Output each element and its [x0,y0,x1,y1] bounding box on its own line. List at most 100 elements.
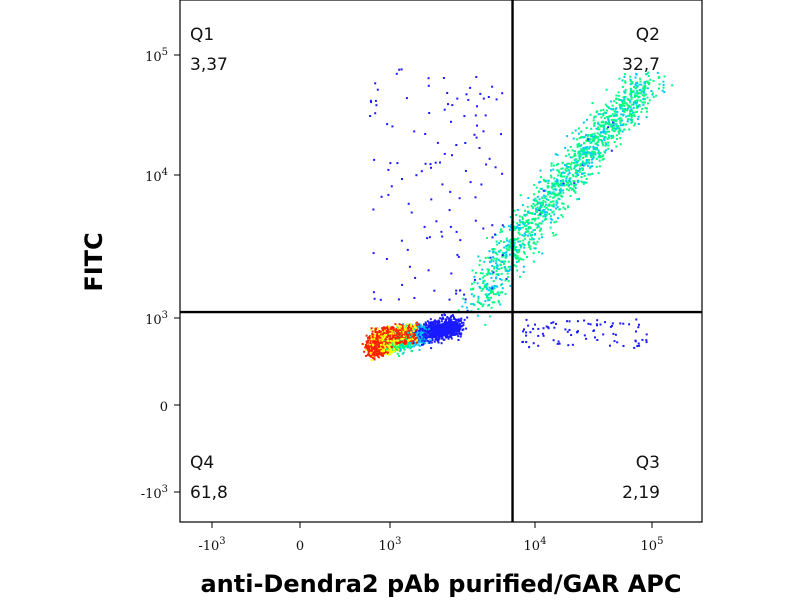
event-dot [464,301,467,304]
event-dot [421,329,424,332]
event-dot [472,287,475,290]
event-dot [645,80,648,83]
event-dot [492,293,495,296]
event-dot [602,108,605,111]
event-dot [621,79,624,82]
event-dot [435,325,438,328]
event-dot [585,159,588,161]
event-dot [602,333,605,336]
event-dot [550,218,553,221]
event-dot [544,213,546,216]
event-dot [552,168,555,171]
event-dot [397,298,400,301]
event-dot [539,210,542,213]
event-dot [532,217,535,220]
event-dot [620,104,623,107]
event-dot [534,228,536,231]
event-dot [488,293,491,296]
event-dot [576,320,579,323]
event-dot [420,341,422,344]
event-dot [377,350,380,353]
event-dot [406,344,409,347]
event-dot [424,329,427,332]
event-dot [532,260,535,263]
event-dot [425,322,428,325]
event-dot [428,236,431,239]
event-dot [510,223,513,226]
event-dot [624,81,627,84]
event-dot [387,349,390,352]
event-dot [662,80,665,83]
event-dot [422,337,425,340]
event-dot [419,332,422,335]
event-dot [474,196,477,199]
event-dot [427,326,430,329]
event-dot [441,183,444,186]
event-dot [484,300,487,303]
event-dot [604,123,607,125]
event-dot [567,205,570,208]
event-dot [633,111,636,114]
event-dot [443,338,446,341]
event-dot [527,197,530,199]
quadrant-percent: 61,8 [190,483,228,503]
event-dot [371,343,374,346]
event-dot [370,345,373,348]
event-dot [620,99,622,101]
event-dot [578,157,581,159]
event-dot [621,85,624,88]
event-dot [375,342,378,345]
event-dot [583,334,586,337]
event-dot [482,276,485,279]
event-dot [608,120,610,123]
event-dot [504,293,507,295]
event-dot [498,242,501,245]
event-dot [578,137,581,140]
event-dot [551,211,554,214]
event-dot [595,157,598,160]
event-dot [516,257,519,260]
event-dot [614,107,617,110]
event-dot [491,291,494,294]
event-dot [602,144,605,147]
event-dot [485,296,488,299]
event-dot [628,112,631,115]
event-dot [618,130,621,132]
event-dot [455,289,458,292]
event-dot [396,348,399,351]
event-dot [493,257,496,260]
event-dot [561,175,564,178]
event-dot [406,338,408,341]
event-dot [428,327,431,330]
event-dot [580,144,583,147]
event-dot [372,341,374,344]
event-dot [370,355,373,358]
event-dot [366,341,368,344]
event-dot [491,287,494,290]
event-dot [392,329,395,332]
event-dot [612,115,615,117]
event-dot [385,332,388,335]
event-dot [574,129,577,132]
event-dot [514,248,516,251]
event-dot [606,109,608,112]
event-dot [531,206,534,209]
event-dot [444,331,447,334]
event-dot [531,221,533,224]
event-dot [585,155,588,158]
event-dot [547,327,550,330]
event-dot [547,193,549,196]
event-dot [571,343,574,346]
event-dot [405,341,408,344]
event-dot [525,341,528,343]
event-dot [522,239,525,242]
event-dot [508,240,511,243]
event-dot [603,137,606,140]
event-dot [395,330,398,333]
event-dot [495,277,497,280]
event-dot [383,352,386,355]
event-dot [421,333,424,336]
event-dot [606,105,608,108]
event-dot [543,211,546,214]
event-dot [630,110,633,112]
